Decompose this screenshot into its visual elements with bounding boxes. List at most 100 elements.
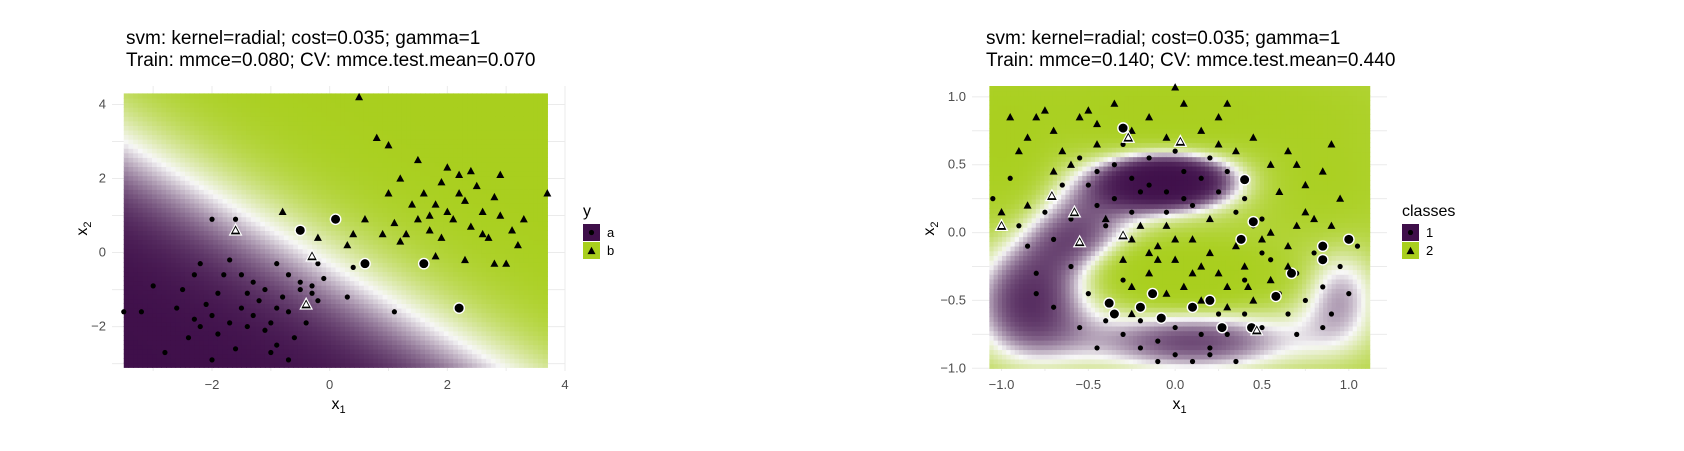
surface-tile bbox=[222, 107, 228, 113]
surface-tile bbox=[373, 198, 379, 204]
surface-tile bbox=[349, 234, 355, 241]
surface-tile bbox=[189, 307, 195, 314]
surface-tile bbox=[312, 234, 318, 241]
surface-tile bbox=[128, 253, 134, 259]
surface-tile bbox=[448, 175, 454, 181]
surface-tile bbox=[500, 362, 506, 368]
surface-tile bbox=[166, 152, 172, 158]
surface-tile bbox=[326, 207, 332, 213]
surface-tile bbox=[213, 317, 219, 323]
surface-tile bbox=[406, 157, 412, 163]
surface-tile bbox=[288, 157, 294, 163]
surface-tile bbox=[264, 120, 271, 126]
surface-tile bbox=[264, 298, 271, 304]
surface-tile bbox=[161, 93, 167, 99]
surface-tile bbox=[481, 244, 487, 250]
surface-tile bbox=[462, 349, 468, 355]
surface-tile bbox=[189, 202, 195, 209]
surface-tile bbox=[137, 107, 144, 113]
surface-tile bbox=[175, 198, 181, 204]
surface-tile bbox=[382, 184, 388, 190]
surface-tile bbox=[213, 207, 219, 213]
surface-tile bbox=[123, 276, 130, 282]
surface-tile bbox=[250, 216, 257, 222]
surface-tile bbox=[410, 166, 417, 172]
surface-tile bbox=[349, 152, 355, 158]
surface-tile bbox=[288, 143, 294, 149]
surface-tile bbox=[316, 335, 323, 341]
surface-tile bbox=[420, 330, 426, 336]
surface-tile bbox=[297, 161, 304, 168]
surface-tile bbox=[241, 285, 247, 291]
surface-tile bbox=[279, 102, 285, 108]
surface-tile bbox=[406, 202, 412, 209]
surface-tile bbox=[128, 171, 134, 177]
surface-tile bbox=[481, 216, 487, 222]
surface-tile bbox=[293, 161, 299, 168]
surface-tile bbox=[349, 171, 355, 177]
surface-tile bbox=[326, 257, 332, 263]
surface-tile bbox=[363, 102, 370, 108]
surface-tile bbox=[462, 353, 468, 359]
surface-tile bbox=[152, 244, 158, 250]
surface-tile bbox=[467, 257, 473, 263]
surface-tile bbox=[490, 257, 497, 263]
surface-tile bbox=[161, 102, 167, 108]
surface-tile bbox=[227, 184, 233, 190]
surface-tile bbox=[321, 230, 327, 236]
surface-tile bbox=[180, 107, 186, 113]
surface-tile bbox=[147, 134, 153, 140]
surface-tile bbox=[123, 294, 130, 300]
surface-tile bbox=[217, 93, 224, 99]
surface-tile bbox=[283, 166, 290, 172]
surface-tile bbox=[236, 225, 243, 231]
surface-tile bbox=[354, 152, 360, 158]
surface-tile bbox=[344, 180, 351, 186]
surface-tile bbox=[382, 326, 388, 332]
surface-tile bbox=[264, 317, 271, 323]
surface-tile bbox=[316, 285, 323, 291]
surface-tile bbox=[302, 239, 308, 245]
surface-tile bbox=[175, 257, 181, 263]
surface-tile bbox=[133, 184, 139, 190]
surface-tile bbox=[457, 321, 464, 327]
surface-tile bbox=[269, 312, 275, 318]
surface-tile bbox=[453, 129, 459, 136]
surface-tile bbox=[326, 175, 332, 181]
surface-tile bbox=[410, 317, 417, 323]
surface-tile bbox=[269, 207, 275, 213]
surface-tile bbox=[340, 120, 346, 126]
surface-tile bbox=[213, 125, 219, 131]
surface-tile bbox=[354, 349, 360, 355]
surface-tile bbox=[123, 116, 130, 122]
surface-tile bbox=[387, 116, 393, 122]
surface-tile bbox=[232, 266, 238, 273]
surface-tile bbox=[382, 139, 388, 145]
surface-tile bbox=[373, 116, 379, 122]
surface-tile bbox=[199, 349, 205, 355]
surface-tile bbox=[377, 326, 384, 332]
surface-tile bbox=[236, 257, 243, 263]
surface-tile bbox=[363, 97, 370, 104]
surface-tile bbox=[439, 184, 445, 190]
surface-tile bbox=[481, 157, 487, 163]
surface-tile bbox=[255, 262, 261, 268]
surface-tile bbox=[156, 93, 163, 99]
surface-tile bbox=[344, 362, 351, 368]
surface-tile bbox=[246, 93, 252, 99]
surface-tile bbox=[208, 198, 214, 204]
surface-tile bbox=[184, 171, 191, 177]
surface-tile bbox=[373, 161, 379, 168]
surface-tile bbox=[180, 189, 186, 195]
surface-tile bbox=[312, 330, 318, 336]
surface-tile bbox=[137, 317, 144, 323]
surface-tile bbox=[152, 303, 158, 309]
surface-tile bbox=[420, 152, 426, 158]
surface-tile bbox=[133, 166, 139, 172]
surface-tile bbox=[123, 344, 130, 350]
surface-tile bbox=[509, 198, 516, 204]
surface-tile bbox=[152, 257, 158, 263]
surface-tile bbox=[302, 234, 308, 241]
surface-tile bbox=[152, 294, 158, 300]
surface-tile bbox=[312, 321, 318, 327]
